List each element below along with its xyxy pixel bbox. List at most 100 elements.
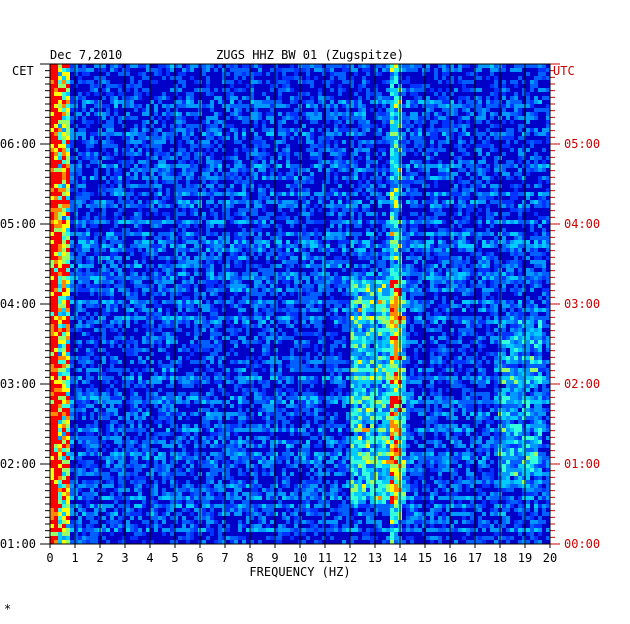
spectrogram-cell bbox=[302, 188, 306, 192]
spectrogram-cell bbox=[438, 192, 442, 196]
spectrogram-cell bbox=[282, 200, 286, 204]
spectrogram-cell bbox=[302, 228, 306, 232]
spectrogram-cell bbox=[170, 244, 174, 248]
spectrogram-cell bbox=[102, 220, 106, 224]
spectrogram-cell bbox=[234, 284, 238, 288]
spectrogram-cell bbox=[110, 264, 114, 268]
spectrogram-cell bbox=[470, 72, 474, 76]
spectrogram-cell bbox=[474, 64, 478, 68]
spectrogram-cell bbox=[278, 152, 282, 156]
spectrogram-cell bbox=[274, 284, 278, 288]
spectrogram-cell bbox=[434, 184, 438, 188]
spectrogram-cell bbox=[258, 188, 262, 192]
spectrogram-cell bbox=[538, 244, 542, 248]
spectrogram-cell bbox=[62, 132, 66, 136]
spectrogram-cell bbox=[370, 168, 374, 172]
spectrogram-cell bbox=[474, 252, 478, 256]
spectrogram-cell bbox=[194, 192, 198, 196]
spectrogram-cell bbox=[486, 260, 490, 264]
spectrogram-cell bbox=[462, 168, 466, 172]
spectrogram-cell bbox=[58, 100, 62, 104]
spectrogram-cell bbox=[210, 132, 214, 136]
spectrogram-cell bbox=[490, 244, 494, 248]
spectrogram-cell bbox=[394, 116, 398, 120]
spectrogram-cell bbox=[58, 92, 62, 96]
spectrogram-cell bbox=[206, 256, 210, 260]
spectrogram-cell bbox=[66, 116, 70, 120]
spectrogram-cell bbox=[110, 296, 114, 300]
spectrogram-cell bbox=[542, 108, 546, 112]
spectrogram-cell bbox=[330, 224, 334, 228]
spectrogram-cell bbox=[322, 276, 326, 280]
spectrogram-cell bbox=[54, 276, 58, 280]
spectrogram-cell bbox=[462, 260, 466, 264]
spectrogram-cell bbox=[530, 276, 534, 280]
spectrogram-cell bbox=[354, 188, 358, 192]
spectrogram-cell bbox=[362, 132, 366, 136]
spectrogram-cell bbox=[458, 248, 462, 252]
spectrogram-cell bbox=[242, 276, 246, 280]
spectrogram-cell bbox=[122, 216, 126, 220]
spectrogram-cell bbox=[86, 124, 90, 128]
spectrogram-cell bbox=[306, 220, 310, 224]
spectrogram-cell bbox=[326, 272, 330, 276]
spectrogram-cell bbox=[282, 152, 286, 156]
spectrogram-cell bbox=[394, 68, 398, 72]
spectrogram-cell bbox=[530, 64, 534, 68]
spectrogram-cell bbox=[262, 144, 266, 148]
spectrogram-cell bbox=[506, 176, 510, 180]
spectrogram-cell bbox=[74, 156, 78, 160]
spectrogram-cell bbox=[310, 176, 314, 180]
spectrogram-cell bbox=[390, 64, 394, 68]
spectrogram-cell bbox=[446, 176, 450, 180]
spectrogram-cell bbox=[210, 164, 214, 168]
spectrogram-cell bbox=[478, 144, 482, 148]
spectrogram-cell bbox=[206, 168, 210, 172]
spectrogram-cell bbox=[270, 192, 274, 196]
spectrogram-cell bbox=[174, 108, 178, 112]
spectrogram-cell bbox=[254, 248, 258, 252]
spectrogram-cell bbox=[110, 84, 114, 88]
spectrogram-cell bbox=[122, 304, 126, 308]
spectrogram-cell bbox=[350, 128, 354, 132]
spectrogram-cell bbox=[310, 100, 314, 104]
spectrogram-cell bbox=[66, 296, 70, 300]
spectrogram-cell bbox=[70, 156, 74, 160]
spectrogram-cell bbox=[134, 300, 138, 304]
spectrogram-cell bbox=[134, 152, 138, 156]
spectrogram-cell bbox=[502, 272, 506, 276]
spectrogram-cell bbox=[190, 212, 194, 216]
spectrogram-cell bbox=[50, 68, 54, 72]
spectrogram-cell bbox=[426, 172, 430, 176]
spectrogram-cell bbox=[118, 188, 122, 192]
spectrogram-cell bbox=[454, 108, 458, 112]
spectrogram-cell bbox=[266, 152, 270, 156]
spectrogram-cell bbox=[238, 280, 242, 284]
spectrogram-cell bbox=[402, 120, 406, 124]
spectrogram-cell bbox=[394, 224, 398, 228]
spectrogram-cell bbox=[206, 64, 210, 68]
spectrogram-cell bbox=[478, 172, 482, 176]
spectrogram-cell bbox=[182, 164, 186, 168]
spectrogram-cell bbox=[478, 256, 482, 260]
spectrogram-cell bbox=[542, 260, 546, 264]
spectrogram-cell bbox=[114, 276, 118, 280]
spectrogram-cell bbox=[386, 116, 390, 120]
spectrogram-cell bbox=[118, 212, 122, 216]
spectrogram-cell bbox=[250, 80, 254, 84]
spectrogram-cell bbox=[162, 164, 166, 168]
spectrogram-cell bbox=[426, 192, 430, 196]
spectrogram-cell bbox=[322, 164, 326, 168]
spectrogram-cell bbox=[474, 120, 478, 124]
spectrogram-cell bbox=[510, 268, 514, 272]
spectrogram-cell bbox=[322, 268, 326, 272]
spectrogram-cell bbox=[278, 112, 282, 116]
spectrogram-cell bbox=[126, 164, 130, 168]
spectrogram-cell bbox=[134, 204, 138, 208]
spectrogram-cell bbox=[530, 116, 534, 120]
spectrogram-cell bbox=[230, 156, 234, 160]
spectrogram-cell bbox=[546, 120, 550, 124]
spectrogram-cell bbox=[138, 72, 142, 76]
spectrogram-cell bbox=[506, 200, 510, 204]
spectrogram-cell bbox=[514, 196, 518, 200]
